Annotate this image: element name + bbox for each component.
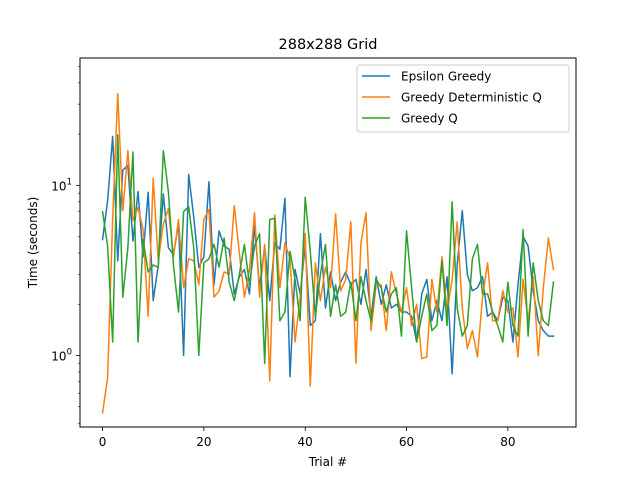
plot-area <box>79 57 577 428</box>
y-tick-label: 101 <box>51 177 72 193</box>
legend-label: Greedy Q <box>401 112 458 126</box>
x-tick-label: 60 <box>399 435 414 449</box>
legend-label: Greedy Deterministic Q <box>401 91 542 105</box>
y-tick-label: 100 <box>51 347 72 363</box>
legend: Epsilon Greedy Greedy Deterministic Q Gree… <box>356 64 570 133</box>
x-tick-label: 0 <box>99 435 107 449</box>
x-tick-label: 40 <box>298 435 313 449</box>
x-tick-label: 80 <box>500 435 515 449</box>
x-axis: 0 20 40 60 80 <box>99 427 515 449</box>
legend-label: Epsilon Greedy <box>401 70 491 84</box>
legend-box <box>356 64 570 133</box>
chart-title: 288x288 Grid <box>279 37 378 53</box>
series-line-2 <box>101 134 555 365</box>
y-axis-title: Time (seconds) <box>26 197 40 290</box>
x-axis-title: Trial # <box>308 455 347 469</box>
plot-frame <box>79 57 577 428</box>
y-axis: 100 101 <box>51 66 80 424</box>
series-layer <box>101 92 555 414</box>
legend-items: Epsilon Greedy Greedy Deterministic Q Gree… <box>362 70 542 126</box>
x-tick-label: 20 <box>196 435 211 449</box>
